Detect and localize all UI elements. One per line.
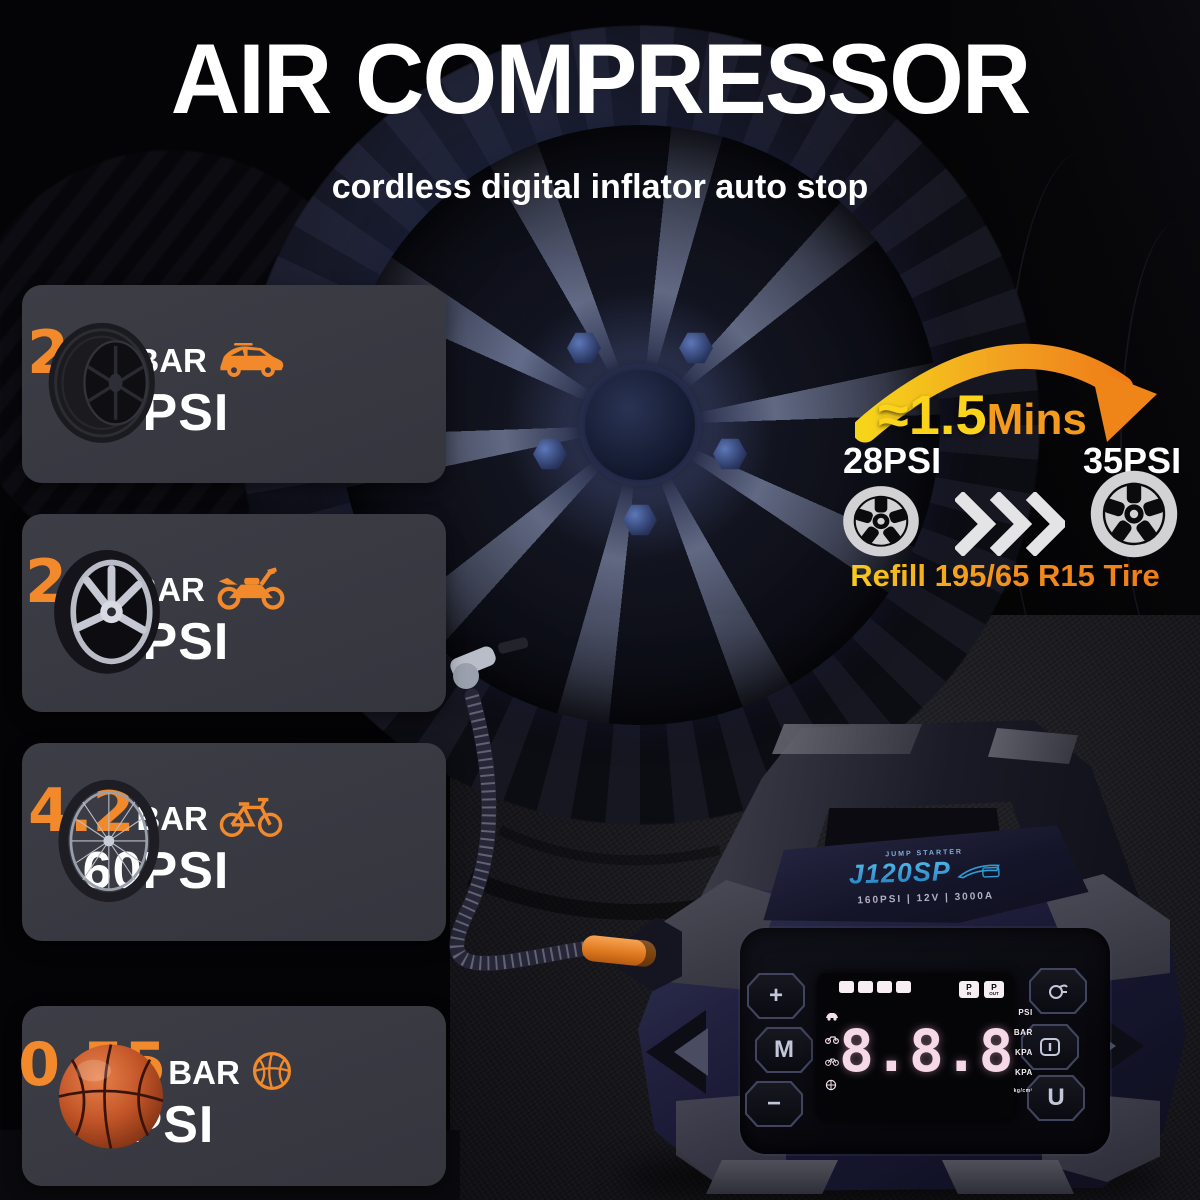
power-button: [1021, 1024, 1079, 1070]
page-title: AIR COMPRESSOR: [170, 23, 1031, 134]
handle-highlight: [988, 728, 1078, 764]
car-door-line: [1120, 220, 1200, 680]
bottom-skid: [942, 1160, 1074, 1194]
inflated-tire-icon: [1090, 470, 1178, 558]
chevrons-icon: [955, 492, 1065, 556]
refill-caption: Refill 195/65 R15 Tire: [840, 558, 1170, 594]
plus-label: +: [749, 975, 803, 1017]
minus-label: −: [747, 1083, 801, 1125]
basketball-image: [36, 1020, 186, 1172]
refill-time-unit: Mins: [986, 395, 1087, 444]
basketball-icon: [250, 1049, 294, 1093]
ball-mode-icon: [825, 1079, 837, 1090]
pressure-panel-car: 2.5 BAR 36PSI: [22, 285, 446, 483]
start-psi-label: 28PSI: [843, 440, 942, 481]
bottom-skid: [706, 1160, 838, 1194]
unit-button: U: [1027, 1075, 1085, 1121]
pressure-in-icon: P IN: [959, 981, 979, 998]
pressure-reading: 8.8.8: [839, 1017, 1014, 1085]
brand-plate: JUMP STARTER J120SP 160PSI | 12V | 3000A: [760, 824, 1089, 929]
lug-nut: [623, 504, 657, 536]
motorcycle-wheel-image: [36, 528, 186, 698]
lug-nut: [567, 332, 601, 364]
pressure-panel-basketball: 0.55 BAR 8PSI: [18, 1006, 446, 1186]
car-mode-icon: [826, 1013, 838, 1021]
light-button: [1029, 968, 1087, 1014]
digital-display: P IN P OUT 8.8.8 PSI BAR KPA KPA: [817, 973, 1032, 1119]
unit-labels: PSI BAR KPA KPA kg/cm²: [1013, 1008, 1033, 1094]
air-compressor-device: JUMP STARTER J120SP 160PSI | 12V | 3000A…: [580, 712, 1200, 1200]
unit-label: U: [1029, 1077, 1083, 1119]
increase-button: +: [747, 973, 805, 1019]
handle-highlight: [772, 724, 922, 754]
car-icon: [217, 339, 285, 381]
pressure-panel-motorcycle: 2.5 BAR 36PSI: [22, 514, 446, 712]
page-subtitle: cordless digital inflator auto stop: [331, 168, 869, 206]
wheel-hubcap: [585, 370, 695, 480]
pressure-out-icon: P OUT: [984, 981, 1004, 998]
bar-unit: BAR: [168, 1054, 240, 1091]
pressure-panel-bicycle: 4.2 BAR 60PSI: [22, 743, 446, 941]
lug-nut: [533, 438, 567, 470]
lug-nut: [679, 332, 713, 364]
bicycle-wheel-image: [36, 757, 186, 927]
refill-time-value: ≈1.5: [878, 383, 987, 446]
mode-label: M: [757, 1029, 811, 1071]
brand-logo-text: J120SP: [848, 856, 952, 890]
decrease-button: −: [745, 1081, 803, 1127]
power-icon: [1023, 1026, 1077, 1068]
bicycle-icon: [218, 795, 284, 839]
deflated-tire-icon: [843, 486, 919, 557]
light-icon: [1031, 970, 1085, 1012]
device-specs: 160PSI | 12V | 3000A: [857, 890, 995, 907]
battery-level-icon: [839, 981, 911, 993]
left-wing-accent: [674, 1028, 708, 1076]
brand-swoosh-icon: [957, 861, 1002, 881]
lug-nut: [713, 438, 747, 470]
motorcycle-icon: [215, 566, 287, 610]
car-tire-image: [36, 299, 186, 469]
mode-button: M: [755, 1027, 813, 1073]
bicycle-mode-icon: [825, 1058, 839, 1067]
motorcycle-mode-icon: [825, 1036, 839, 1044]
refill-time: ≈1.5Mins: [878, 382, 1138, 447]
